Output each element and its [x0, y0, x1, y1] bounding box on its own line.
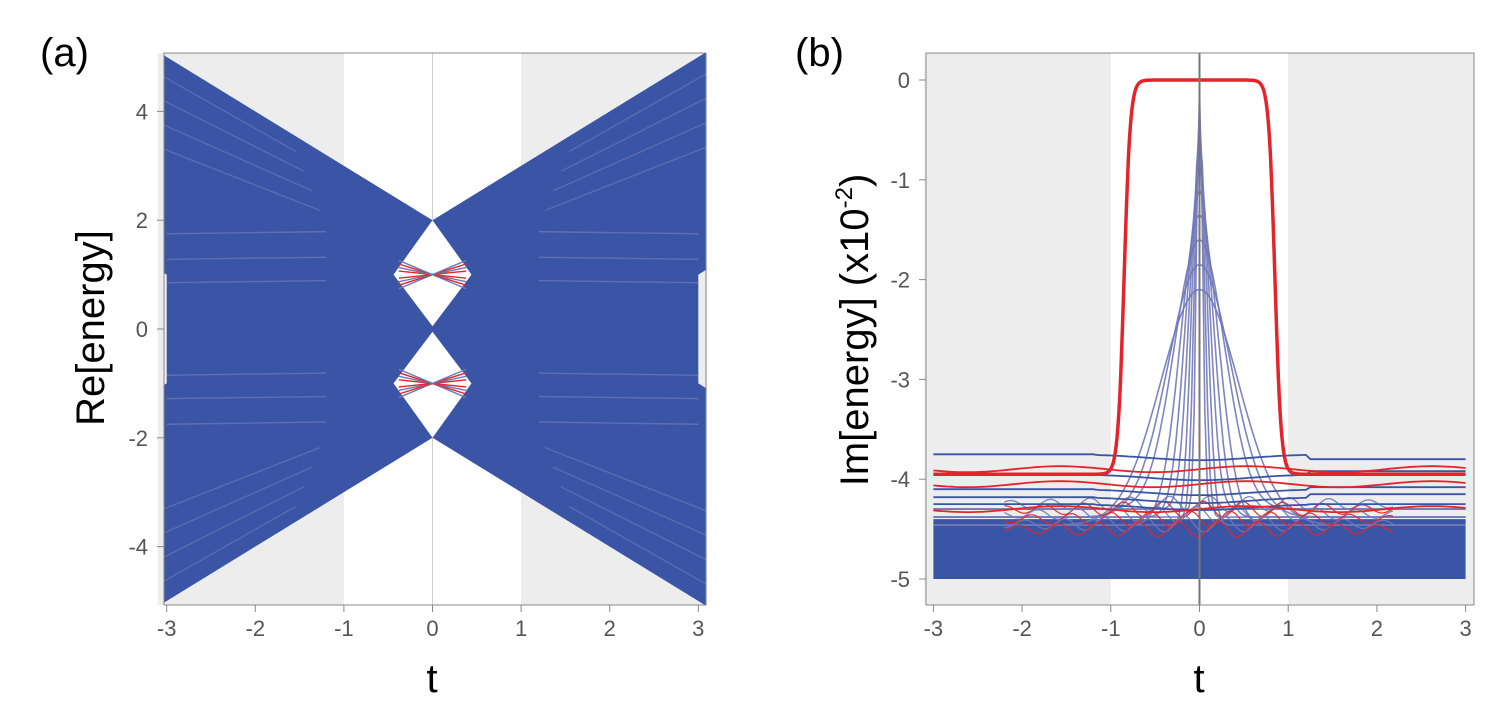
- band-texture-line: [166, 421, 699, 425]
- band-texture-line: [166, 395, 699, 400]
- diagonal-streak: [164, 148, 321, 212]
- x-tick-label: -3: [924, 616, 944, 641]
- panel-a-label: (a): [40, 31, 89, 75]
- panel-b: -3 -2 -1 0 1 2 3 0 -1 -2 -3 -4 -5 (b) t Im[energy] (…: [795, 31, 1475, 701]
- panel-b-plot-area: [933, 53, 1466, 605]
- panel-b-shaded-region: [924, 53, 1111, 605]
- gap-diamond-lower: [393, 331, 472, 438]
- y-tick-label: -4: [128, 535, 148, 560]
- band-texture-line: [166, 372, 699, 376]
- y-tick-label: 0: [136, 317, 148, 342]
- panel-b-ticks: -3 -2 -1 0 1 2 3 0 -1 -2 -3 -4 -5: [890, 68, 1471, 641]
- panel-b-y-axis-label: Im[energy] (x10-2): [831, 174, 877, 487]
- x-tick-label: 0: [1193, 616, 1205, 641]
- diagonal-streak: [552, 466, 706, 537]
- y-tick-label: -5: [890, 567, 910, 592]
- x-tick-label: -1: [1101, 616, 1121, 641]
- diagonal-streak: [560, 97, 706, 172]
- edge-state-line: [398, 368, 467, 385]
- y-tick-label: 0: [898, 68, 910, 93]
- band-texture-line: [166, 279, 699, 284]
- panel-b-y-axis-label-exponent: -2: [831, 187, 858, 208]
- diagonal-streak: [164, 486, 305, 558]
- band-texture-line: [166, 230, 699, 235]
- diagonal-streak: [164, 446, 321, 510]
- diagonal-streak: [164, 505, 297, 583]
- edge-state-line: [398, 259, 467, 276]
- panel-a-plot-area: [164, 53, 706, 605]
- y-tick-label: -2: [890, 268, 910, 293]
- x-tick-label: 3: [1459, 616, 1471, 641]
- x-tick-label: -2: [1012, 616, 1032, 641]
- panel-b-y-axis-label-main: Im[energy] (x10: [833, 208, 877, 486]
- gap-diamond-upper: [393, 220, 472, 327]
- x-tick-label: -3: [157, 616, 177, 641]
- diagonal-streak: [164, 75, 297, 153]
- diagonal-streak: [164, 466, 313, 534]
- x-tick-label: 0: [426, 616, 438, 641]
- band-texture-line: [166, 256, 699, 261]
- x-tick-label: 1: [1282, 616, 1294, 641]
- panel-b-x-axis-label: t: [1193, 657, 1204, 701]
- diagonal-streak: [544, 146, 706, 212]
- x-tick-label: 1: [515, 616, 527, 641]
- x-tick-label: -2: [246, 616, 266, 641]
- diagonal-streak: [560, 486, 706, 561]
- diagonal-streak: [568, 505, 706, 585]
- diagonal-streak: [164, 100, 305, 172]
- x-tick-label: 3: [692, 616, 704, 641]
- y-tick-label: 2: [136, 208, 148, 233]
- diagonal-streak: [568, 73, 706, 153]
- panel-a-ticks: -3 -2 -1 0 1 2 3 4 2 0 -2 -4: [128, 99, 704, 641]
- x-tick-label: 2: [604, 616, 616, 641]
- panel-a-x-axis-label: t: [426, 657, 437, 701]
- diagonal-streak: [164, 124, 313, 192]
- x-tick-label: 2: [1371, 616, 1383, 641]
- panel-b-y-axis-label-close: ): [833, 174, 877, 187]
- y-tick-label: 4: [136, 99, 148, 124]
- y-tick-label: -1: [890, 168, 910, 193]
- panel-b-label: (b): [795, 31, 844, 75]
- panel-a: -3 -2 -1 0 1 2 3 4 2 0 -2 -4 (a) t Re[energy]: [40, 31, 708, 701]
- y-tick-label: -2: [128, 426, 148, 451]
- diagonal-streak: [552, 121, 706, 192]
- y-tick-label: -3: [890, 367, 910, 392]
- diagonal-streak: [544, 446, 706, 512]
- y-tick-label: -4: [890, 467, 910, 492]
- panel-a-y-axis-label: Re[energy]: [69, 230, 113, 426]
- x-tick-label: -1: [334, 616, 354, 641]
